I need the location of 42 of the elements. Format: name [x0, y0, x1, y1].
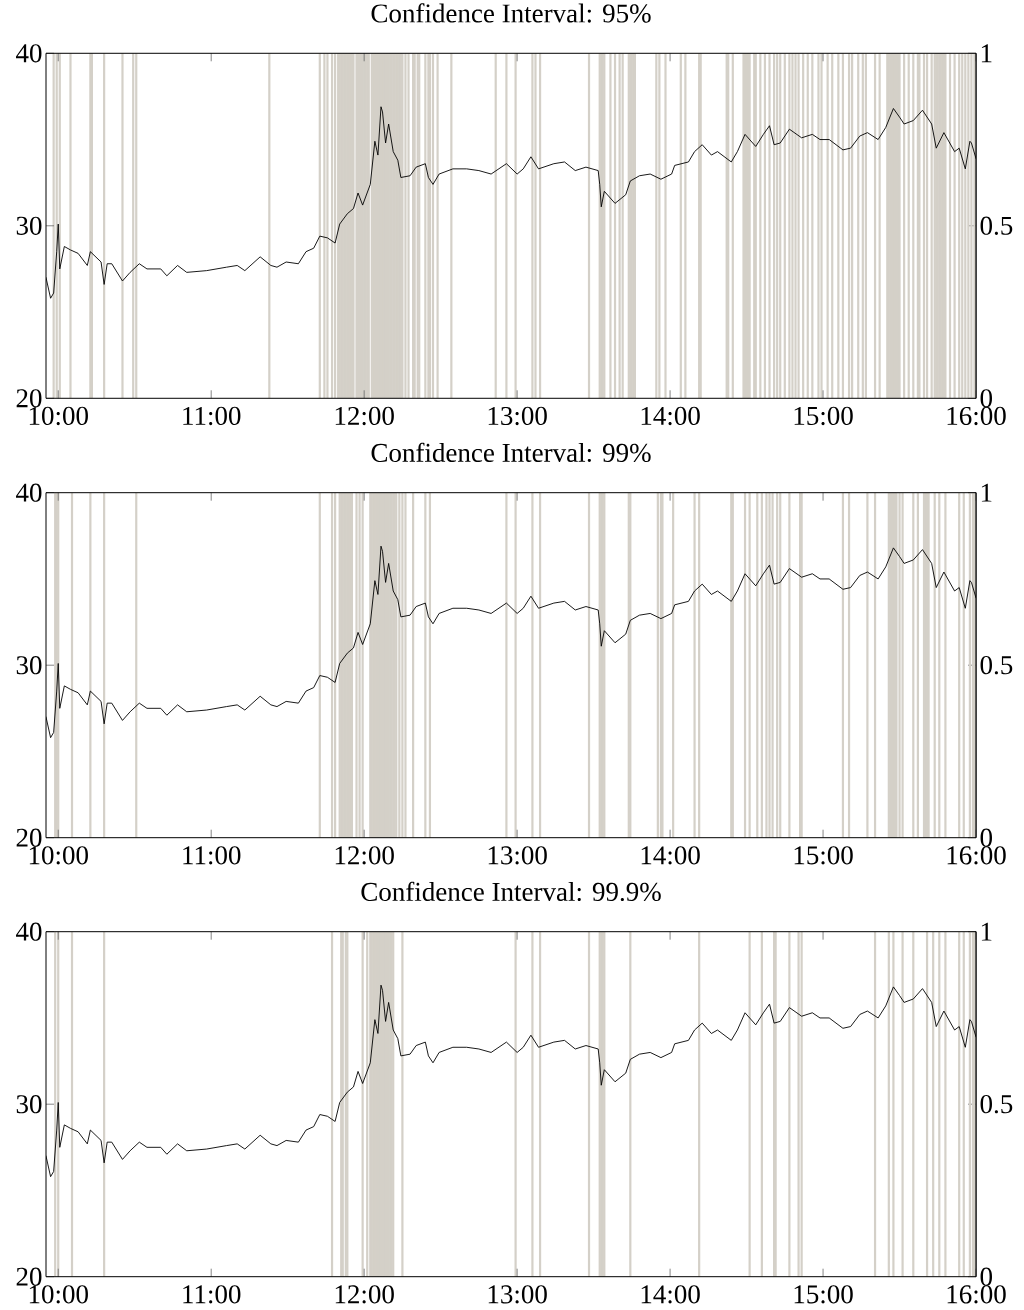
- x-tick-label: 10:00: [29, 846, 88, 865]
- y-tick-label: 20: [16, 389, 42, 408]
- x-tick-label: 10:00: [29, 1285, 88, 1304]
- x-tick-label: 11:00: [183, 1285, 241, 1304]
- x-tick-label: 12:00: [335, 406, 394, 426]
- y-tick-label: 40: [16, 483, 42, 502]
- y-tick-label: 40: [16, 44, 42, 63]
- x-tick-label: 11:00: [183, 846, 241, 865]
- y2-tick-label: 1: [981, 922, 992, 941]
- y-tick-label: 30: [16, 656, 42, 675]
- x-tick-label: 15:00: [794, 846, 853, 865]
- y-tick-label: 40: [16, 922, 42, 941]
- y2-tick-label: 1: [981, 483, 992, 502]
- chart-title: Confidence Interval: 99%: [371, 442, 651, 463]
- x-tick-label: 16:00: [947, 1285, 1006, 1304]
- x-tick-label: 12:00: [335, 1285, 394, 1304]
- y-tick-label: 30: [16, 1095, 42, 1114]
- y2-tick-label: 0: [980, 828, 992, 847]
- x-tick-label: 16:00: [947, 846, 1006, 865]
- x-tick-label: 12:00: [335, 846, 394, 865]
- x-tick-label: 15:00: [794, 1285, 853, 1304]
- y-tick-label: 20: [16, 1267, 42, 1286]
- x-tick-label: 13:00: [488, 406, 547, 426]
- chart-title: Confidence Interval: 95%: [371, 3, 651, 23]
- x-tick-label: 13:00: [488, 846, 547, 865]
- y2-tick-label: 0.5: [980, 216, 1013, 235]
- chart-title: Confidence Interval: 99.9%: [361, 881, 661, 902]
- x-tick-label: 16:00: [947, 406, 1006, 426]
- y2-tick-label: 1: [981, 44, 992, 63]
- y2-tick-label: 0: [980, 389, 992, 408]
- y-tick-label: 30: [16, 216, 42, 235]
- x-tick-label: 11:00: [183, 406, 241, 426]
- y2-tick-label: 0.5: [980, 656, 1013, 675]
- x-tick-label: 14:00: [641, 406, 700, 426]
- x-tick-label: 14:00: [641, 1285, 700, 1304]
- y2-tick-label: 0.5: [980, 1095, 1013, 1114]
- x-tick-label: 15:00: [794, 406, 853, 426]
- x-tick-label: 10:00: [29, 406, 88, 426]
- x-tick-label: 13:00: [488, 1285, 547, 1304]
- x-tick-label: 14:00: [641, 846, 700, 865]
- y-tick-label: 20: [16, 828, 42, 847]
- y2-tick-label: 0: [980, 1267, 992, 1286]
